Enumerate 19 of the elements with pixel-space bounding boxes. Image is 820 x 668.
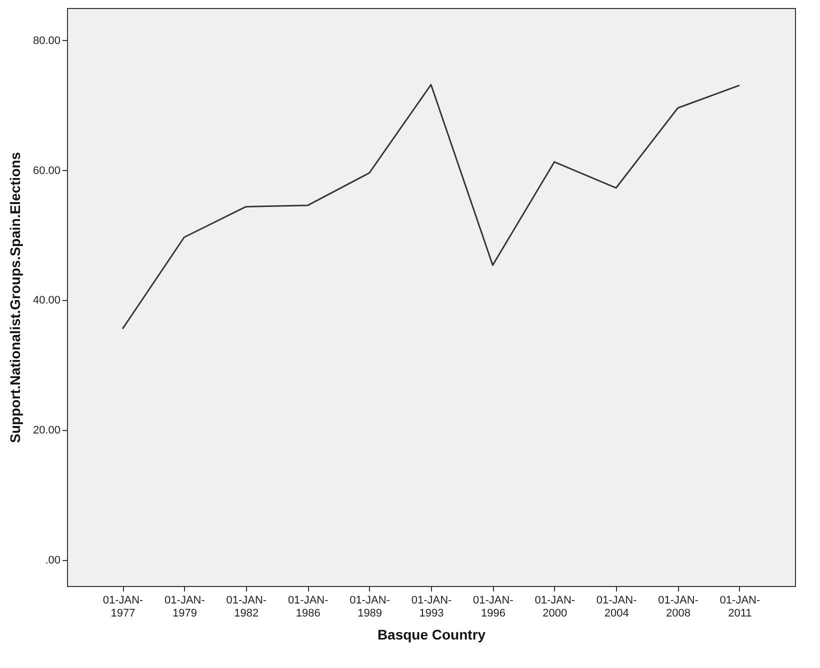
x-tick-label: 01-JAN-1989 <box>350 594 390 620</box>
x-tick-label: 01-JAN-1982 <box>226 594 267 620</box>
x-tick-label: 01-JAN-2008 <box>658 594 699 620</box>
x-tick-label: 01-JAN-1993 <box>411 594 452 620</box>
line-series <box>122 84 740 330</box>
y-tick-label: .00 <box>45 554 60 567</box>
y-tick-label: 40.00 <box>32 294 60 307</box>
y-axis-title: Support.Nationalist.Groups.Spain.Elections <box>6 152 23 443</box>
x-tick-label: 01-JAN-2000 <box>534 594 576 620</box>
x-tick-label: 01-JAN-1979 <box>164 594 206 620</box>
x-tick-label: 01-JAN-1986 <box>288 594 329 620</box>
x-tick-label: 01-JAN-2004 <box>596 594 638 620</box>
x-tick-label: 01-JAN-1977 <box>102 594 144 620</box>
y-tick-label: 80.00 <box>32 34 60 47</box>
y-tick-label: 60.00 <box>32 164 60 177</box>
x-tick-label: 01-JAN-1996 <box>473 594 514 620</box>
x-axis-title: Basque Country <box>377 626 486 642</box>
x-tick-label: 01-JAN-2011 <box>720 594 760 620</box>
y-tick-label: 20.00 <box>32 424 60 437</box>
